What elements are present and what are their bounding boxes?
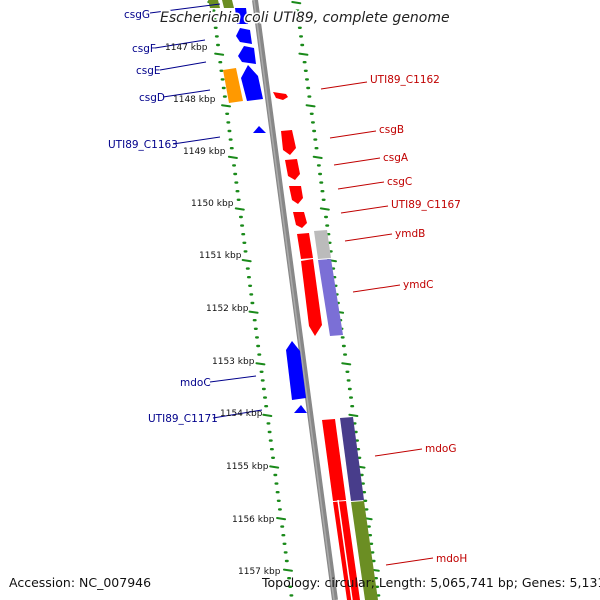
major-tick xyxy=(227,155,238,159)
major-tick xyxy=(298,52,309,56)
gene-mdoC-arrow xyxy=(286,341,306,400)
connector-mdoG xyxy=(374,448,423,457)
gene-UTI89_C1167-arrow xyxy=(293,212,307,228)
inner-tick-ring xyxy=(207,1,294,597)
connector-UTI89_C1171 xyxy=(212,409,263,419)
tick-label: 1147 kbp xyxy=(165,43,208,53)
genome-backbone-highlight xyxy=(253,0,335,600)
major-tick xyxy=(234,207,245,211)
gene-csgG-arrow xyxy=(235,8,248,24)
tick-labels: 1147 kbp 1148 kbp 1149 kbp 1150 kbp 1151… xyxy=(165,43,281,577)
connector-csgA xyxy=(333,157,381,166)
gene-UTI89_C1171-arrow xyxy=(294,405,307,413)
major-tick xyxy=(221,104,232,108)
gene-label-csgD: csgD xyxy=(139,92,165,104)
major-tick xyxy=(255,362,266,366)
gene-label-csgA: csgA xyxy=(383,152,409,164)
accession-text: Accession: NC_007946 xyxy=(9,575,152,590)
gene-labels: csgG csgF csgE csgD UTI89_C1163 mdoC UTI… xyxy=(108,9,467,565)
genome-summary-text: Topology: circular; Length: 5,065,741 bp… xyxy=(262,575,600,590)
tick-label: 1156 kbp xyxy=(232,515,275,525)
tick-label: 1152 kbp xyxy=(206,304,249,314)
tick-label: 1151 kbp xyxy=(199,251,242,261)
gene-label-csgG: csgG xyxy=(124,9,150,21)
cog-feature-top-green-2 xyxy=(222,0,234,8)
major-tick xyxy=(262,413,273,417)
label-connectors xyxy=(149,3,434,566)
gene-mdoG-arrow xyxy=(322,419,346,501)
tick-label: 1154 kbp xyxy=(220,409,263,419)
connector-ymdC xyxy=(352,284,401,293)
tick-label: 1157 kbp xyxy=(238,567,281,577)
major-tick xyxy=(241,259,252,263)
connector-mdoC xyxy=(209,375,257,383)
gene-label-csgF: csgF xyxy=(132,43,156,55)
gene-UTI89_C1162-arrow xyxy=(273,92,288,100)
connector-csgG xyxy=(149,3,221,14)
major-tick xyxy=(248,310,259,314)
connector-mdoH xyxy=(385,557,434,566)
gene-csgA-arrow xyxy=(285,159,300,180)
major-tick xyxy=(341,362,352,366)
gene-csgF-arrow xyxy=(236,28,252,44)
gene-csgE-arrow xyxy=(238,46,256,64)
gene-label-csgC: csgC xyxy=(387,176,412,188)
major-tick xyxy=(305,104,316,108)
cog-feature-darkpurple xyxy=(340,417,364,501)
tick-label: 1155 kbp xyxy=(226,462,269,472)
connector-UTI89_C1167 xyxy=(340,205,389,214)
connector-ymdB xyxy=(344,233,393,242)
major-tick xyxy=(282,568,293,572)
major-tick xyxy=(214,52,225,56)
gene-label-UTI89_C1171: UTI89_C1171 xyxy=(148,413,218,425)
major-tick xyxy=(348,413,359,417)
gene-label-ymdB: ymdB xyxy=(395,228,425,240)
major-tick xyxy=(269,465,280,469)
gene-csgD-arrow xyxy=(241,65,263,101)
gene-label-mdoH: mdoH xyxy=(436,553,467,565)
gene-csgB-arrow xyxy=(281,130,296,155)
major-tick xyxy=(276,517,287,521)
gene-label-UTI89_C1162: UTI89_C1162 xyxy=(370,74,440,86)
major-tick xyxy=(319,207,330,211)
gene-label-mdoG: mdoG xyxy=(425,443,456,455)
tick-label: 1153 kbp xyxy=(212,357,255,367)
gene-label-UTI89_C1167: UTI89_C1167 xyxy=(391,199,461,211)
cog-feature-purple xyxy=(318,259,343,336)
tick-label: 1149 kbp xyxy=(183,147,226,157)
gene-ymdC-arrow xyxy=(301,259,322,336)
gene-label-csgB: csgB xyxy=(379,124,404,136)
gene-csgC-arrow xyxy=(289,186,303,204)
gene-label-UTI89_C1163: UTI89_C1163 xyxy=(108,139,178,151)
tick-label: 1148 kbp xyxy=(173,95,216,105)
gene-label-csgE: csgE xyxy=(136,65,161,77)
connector-csgF xyxy=(154,39,206,49)
cog-feature-orange xyxy=(223,68,243,103)
gene-UTI89_C1163-arrow xyxy=(253,126,266,133)
cog-feature-grey xyxy=(314,230,331,259)
tick-label: 1150 kbp xyxy=(191,199,234,209)
cog-feature-top-green xyxy=(208,0,220,8)
map-title: Escherichia coli UTI89, complete genome xyxy=(160,10,450,26)
connector-csgC xyxy=(337,181,385,190)
gene-label-mdoC: mdoC xyxy=(180,377,211,389)
strand-separator xyxy=(337,499,353,600)
genome-backbone xyxy=(252,0,338,600)
gene-label-ymdC: ymdC xyxy=(403,279,433,291)
gene-ymdB-arrow xyxy=(297,233,313,259)
connector-csgD xyxy=(162,89,211,98)
gene-mdoH-arrow xyxy=(333,501,360,600)
major-tick xyxy=(291,1,302,5)
cog-feature-green xyxy=(351,501,378,600)
feature-track xyxy=(208,0,378,600)
connector-UTI89_C1163 xyxy=(172,136,221,145)
connector-csgB xyxy=(329,130,377,139)
connector-csgE xyxy=(159,61,207,71)
major-tick xyxy=(312,155,323,159)
connector-UTI89_C1162 xyxy=(320,81,368,90)
